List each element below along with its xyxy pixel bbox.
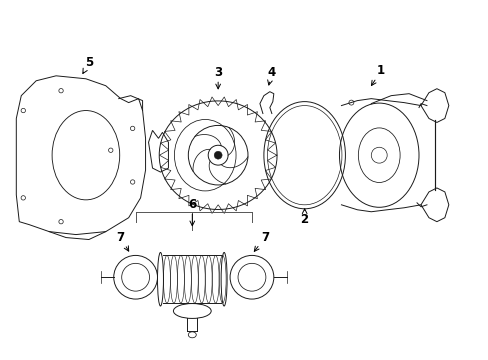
Text: 5: 5	[82, 57, 93, 73]
Text: 4: 4	[267, 66, 275, 85]
Circle shape	[214, 151, 222, 159]
Text: 3: 3	[214, 66, 222, 89]
Text: 2: 2	[300, 209, 308, 226]
Text: 7: 7	[117, 231, 128, 251]
Text: 1: 1	[371, 64, 385, 85]
Text: 7: 7	[254, 231, 268, 251]
Text: 6: 6	[188, 198, 196, 226]
